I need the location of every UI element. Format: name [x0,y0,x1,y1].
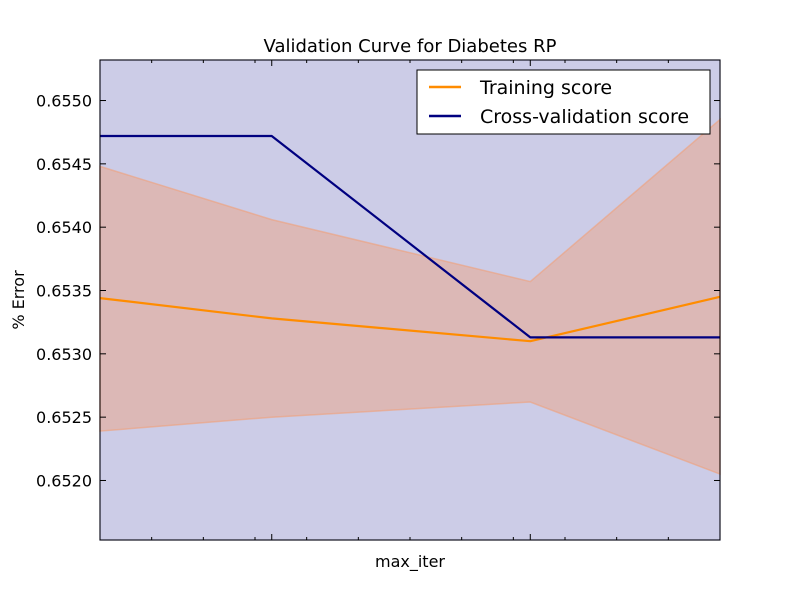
y-tick-label: 0.6525 [36,408,92,427]
y-tick-label: 0.6545 [36,155,92,174]
confidence-bands [99,59,721,541]
y-tick-label: 0.6535 [36,282,92,301]
y-tick-label: 0.6540 [36,218,92,237]
y-axis-label: % Error [9,270,28,330]
legend: Training score Cross-validation score [416,69,711,135]
y-tick-label: 0.6550 [36,92,92,111]
x-axis-label: max_iter [375,552,445,572]
chart-title: Validation Curve for Diabetes RP [264,36,557,57]
line-training [99,295,721,343]
y-tick-label: 0.6530 [36,345,92,364]
axis-ticks: 0.6520 0.6525 0.6530 0.6535 0.6540 0.6545 0.65… [36,60,720,540]
series-lines [99,134,721,343]
y-tick-label: 0.6520 [36,471,92,490]
legend-box [416,69,711,135]
legend-label: Training score [479,77,612,99]
legend-label: Cross-validation score [480,106,689,128]
line-cross-validation [100,134,720,339]
